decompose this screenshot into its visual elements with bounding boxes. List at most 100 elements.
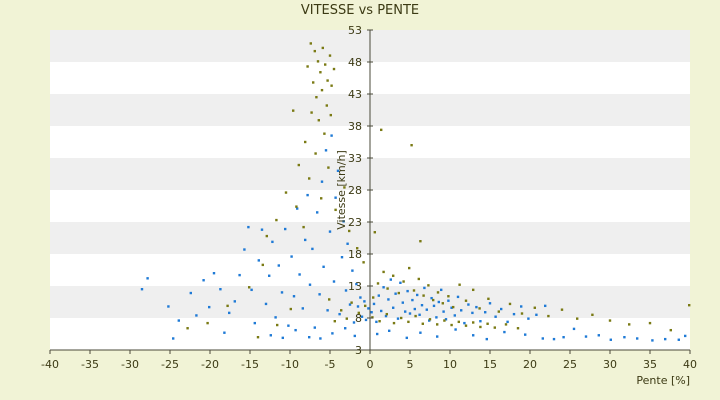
data-point-series-2 xyxy=(688,304,691,307)
data-point-series-1 xyxy=(494,315,497,318)
data-point-series-2 xyxy=(350,301,353,304)
data-point-series-1 xyxy=(664,337,667,341)
data-point-series-1 xyxy=(346,242,349,245)
data-point-series-1 xyxy=(202,279,205,282)
data-point-series-1 xyxy=(460,309,463,312)
data-point-series-2 xyxy=(412,289,416,292)
data-point-series-2 xyxy=(373,231,376,234)
data-point-series-2 xyxy=(364,304,367,308)
data-point-series-1 xyxy=(330,134,333,137)
data-point-series-2 xyxy=(333,320,336,323)
data-point-series-2 xyxy=(487,297,490,300)
data-point-series-2 xyxy=(402,280,405,283)
y-tick-label: 48 xyxy=(348,56,362,69)
data-point-series-2 xyxy=(392,321,396,325)
x-tick-label: 0 xyxy=(367,358,374,371)
data-point-series-2 xyxy=(186,327,189,330)
data-point-series-1 xyxy=(318,293,321,296)
data-point-series-1 xyxy=(401,301,404,304)
data-point-series-2 xyxy=(560,308,564,311)
data-point-series-1 xyxy=(384,314,388,318)
data-point-series-1 xyxy=(223,331,226,334)
y-tick-label: 33 xyxy=(348,152,362,165)
x-tick-label: 5 xyxy=(407,358,414,371)
data-point-series-1 xyxy=(287,324,290,327)
data-point-series-2 xyxy=(206,321,209,325)
data-point-series-1 xyxy=(277,264,280,267)
data-point-series-2 xyxy=(261,263,264,267)
x-tick-label: -5 xyxy=(325,358,336,371)
x-tick-label: 35 xyxy=(643,358,657,371)
data-point-series-2 xyxy=(348,229,351,233)
data-point-series-2 xyxy=(504,323,508,326)
x-tick-label: 25 xyxy=(563,358,577,371)
data-point-series-2 xyxy=(385,312,388,316)
data-point-series-2 xyxy=(325,104,328,107)
y-tick-label: 28 xyxy=(348,184,362,197)
data-point-series-1 xyxy=(388,329,391,332)
y-axis-label: Vitesse [km/h] xyxy=(335,150,348,230)
data-point-series-1 xyxy=(419,331,422,334)
data-point-series-2 xyxy=(591,313,594,316)
data-point-series-1 xyxy=(447,299,450,302)
data-point-series-2 xyxy=(382,270,385,274)
data-point-series-1 xyxy=(454,328,457,331)
data-point-series-1 xyxy=(425,308,428,311)
data-point-series-1 xyxy=(405,336,408,340)
data-point-series-1 xyxy=(562,336,565,339)
data-point-series-1 xyxy=(463,321,466,325)
data-point-series-1 xyxy=(479,320,482,323)
data-point-series-2 xyxy=(323,132,326,135)
x-tick-label: -20 xyxy=(201,358,219,371)
data-point-series-1 xyxy=(396,317,400,320)
data-point-series-2 xyxy=(284,191,288,194)
data-point-series-1 xyxy=(189,291,192,295)
data-point-series-1 xyxy=(389,278,392,281)
y-tick-label: 3 xyxy=(355,344,362,357)
data-point-series-2 xyxy=(520,312,524,315)
data-point-series-1 xyxy=(394,292,397,295)
data-point-series-1 xyxy=(284,227,287,231)
data-point-series-2 xyxy=(321,46,324,50)
data-point-series-2 xyxy=(275,218,278,222)
data-point-series-1 xyxy=(651,339,654,342)
data-point-series-1 xyxy=(322,265,325,268)
data-point-series-1 xyxy=(177,319,180,322)
data-point-series-1 xyxy=(140,288,144,291)
y-tick-label: 43 xyxy=(348,88,362,101)
data-point-series-1 xyxy=(243,248,246,251)
data-point-series-2 xyxy=(450,323,453,327)
data-point-series-2 xyxy=(327,166,330,169)
data-point-series-2 xyxy=(308,177,311,180)
data-point-series-1 xyxy=(392,306,395,309)
y-tick-label: 13 xyxy=(348,280,362,293)
data-point-series-2 xyxy=(317,119,320,122)
data-point-series-2 xyxy=(372,296,375,299)
data-point-series-1 xyxy=(552,337,556,341)
data-point-series-1 xyxy=(195,314,198,317)
data-point-series-2 xyxy=(309,42,312,45)
data-point-series-1 xyxy=(304,238,307,242)
data-point-series-2 xyxy=(407,320,410,324)
data-point-series-2 xyxy=(436,291,440,294)
data-point-series-1 xyxy=(271,240,274,244)
data-point-series-2 xyxy=(576,317,579,320)
data-point-series-2 xyxy=(458,283,461,286)
data-point-series-2 xyxy=(410,144,413,147)
data-point-series-2 xyxy=(397,291,400,295)
data-point-series-1 xyxy=(584,335,588,338)
data-point-series-2 xyxy=(516,327,520,330)
data-point-series-1 xyxy=(376,332,379,336)
data-point-series-2 xyxy=(497,310,500,313)
data-point-series-1 xyxy=(268,274,271,277)
tick-labels: -40 -35 -30 -25 -20 -15 -10 -5 0 5 10 15 20 25 30 35 40 3… xyxy=(41,24,697,371)
data-point-series-2 xyxy=(304,140,307,144)
data-point-series-2 xyxy=(334,208,337,212)
data-point-series-1 xyxy=(541,337,544,340)
data-point-series-2 xyxy=(421,322,424,325)
data-point-series-1 xyxy=(364,318,368,322)
data-point-series-1 xyxy=(520,305,523,308)
data-point-series-1 xyxy=(250,288,253,292)
data-point-series-2 xyxy=(419,240,422,243)
